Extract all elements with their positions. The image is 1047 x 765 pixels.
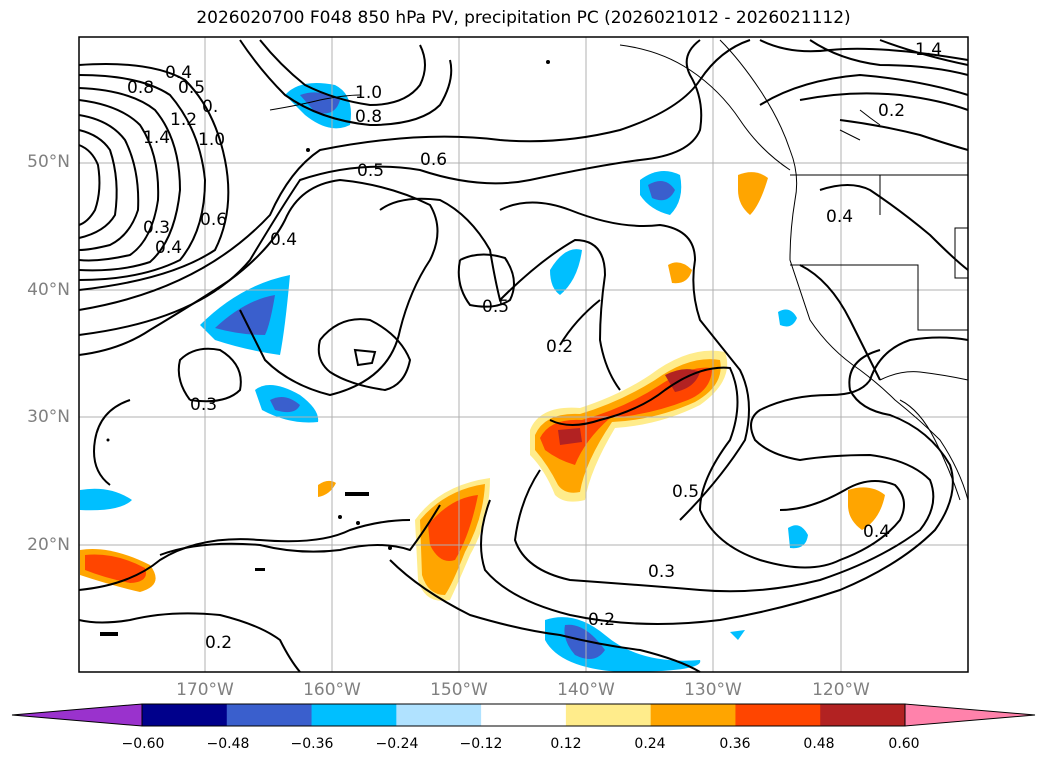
contour-label: 0.3: [648, 562, 675, 582]
contour-label: 0.5: [357, 161, 384, 181]
lon-label: 170°W: [176, 680, 234, 700]
contour-label: 0.3: [190, 395, 217, 415]
contour-label: 0.2: [588, 610, 615, 630]
lat-label: 20°N: [27, 535, 70, 555]
contour-label: 0.2: [546, 337, 573, 357]
contour-label: 0.6: [200, 210, 227, 230]
colorbar-extend-high: [904, 703, 1036, 727]
graticule: [79, 37, 968, 672]
map-frame: [78, 36, 969, 673]
contour-label: 0.5: [178, 78, 205, 98]
pv-contours: [78, 39, 969, 673]
lon-label: 140°W: [557, 680, 615, 700]
lon-label: 150°W: [430, 680, 488, 700]
contour-label: 0.3: [143, 218, 170, 238]
colorbar-segment: [735, 704, 821, 726]
contour-label: 0.6: [420, 150, 447, 170]
colorbar-tick-label: −0.12: [459, 736, 503, 752]
lat-label: 40°N: [27, 280, 70, 300]
colorbar-segment: [650, 704, 736, 726]
colorbar-tick-label: 0.36: [719, 736, 751, 752]
contour-label: 0.2: [878, 101, 905, 121]
colorbar-tick-label: −0.48: [206, 736, 250, 752]
lat-label: 30°N: [27, 407, 70, 427]
colorbar-segment: [565, 704, 652, 726]
colorbar-segment: [820, 704, 906, 726]
contour-label: 0.4: [155, 238, 182, 258]
lon-label: 130°W: [684, 680, 742, 700]
contour-label: 0.8: [127, 78, 154, 98]
contour-label: 0.4: [165, 63, 192, 83]
colorbar-segment: [311, 704, 397, 726]
colorbar-segment: [481, 704, 567, 726]
colorbar-segment: [396, 704, 482, 726]
contour-label: 0.2: [205, 633, 232, 653]
islands: [100, 60, 550, 636]
lat-label: 50°N: [27, 152, 70, 172]
contour-label: 1.4: [143, 128, 170, 148]
contour-label: 0.4: [826, 207, 853, 227]
contour-label: 0.8: [355, 107, 382, 127]
colorbar-tick-label: −0.24: [375, 736, 419, 752]
lon-label: 160°W: [303, 680, 361, 700]
contour-label-group: 0.4 0.5 0.8 1.4 1.2 1.0 0. 1.0 0.8 0.3 0…: [127, 40, 942, 653]
colorbar-tick-label: −0.36: [290, 736, 334, 752]
colorbar-frame: [141, 703, 906, 727]
contour-label: 1.0: [198, 130, 225, 150]
contour-label: 0.5: [672, 482, 699, 502]
colorbar-segment: [142, 704, 228, 726]
map-title: 2026020700 F048 850 hPa PV, precipitatio…: [196, 8, 851, 28]
contour-label: 0.5: [482, 297, 509, 317]
contour-label: 1.0: [355, 83, 382, 103]
lon-label: 120°W: [812, 680, 870, 700]
colorbar-tick-label: 0.24: [634, 736, 666, 752]
contour-label: 0.: [202, 97, 218, 117]
colorbar-tick-label: 0.12: [550, 736, 582, 752]
colorbar-tick-label: 0.48: [803, 736, 835, 752]
contour-label: 1.2: [170, 110, 197, 130]
precip-negative: [80, 82, 808, 672]
contour-label: 0.4: [863, 522, 890, 542]
colorbar: [11, 703, 1036, 727]
coastline: [269, 39, 969, 501]
colorbar-tick-label: −0.60: [121, 736, 165, 752]
contour-label: 1.4: [915, 40, 942, 60]
colorbar-extend-low: [11, 703, 143, 727]
contour-label: 0.4: [270, 230, 297, 250]
colorbar-tick-label: 0.60: [888, 736, 920, 752]
colorbar-segment: [226, 704, 313, 726]
